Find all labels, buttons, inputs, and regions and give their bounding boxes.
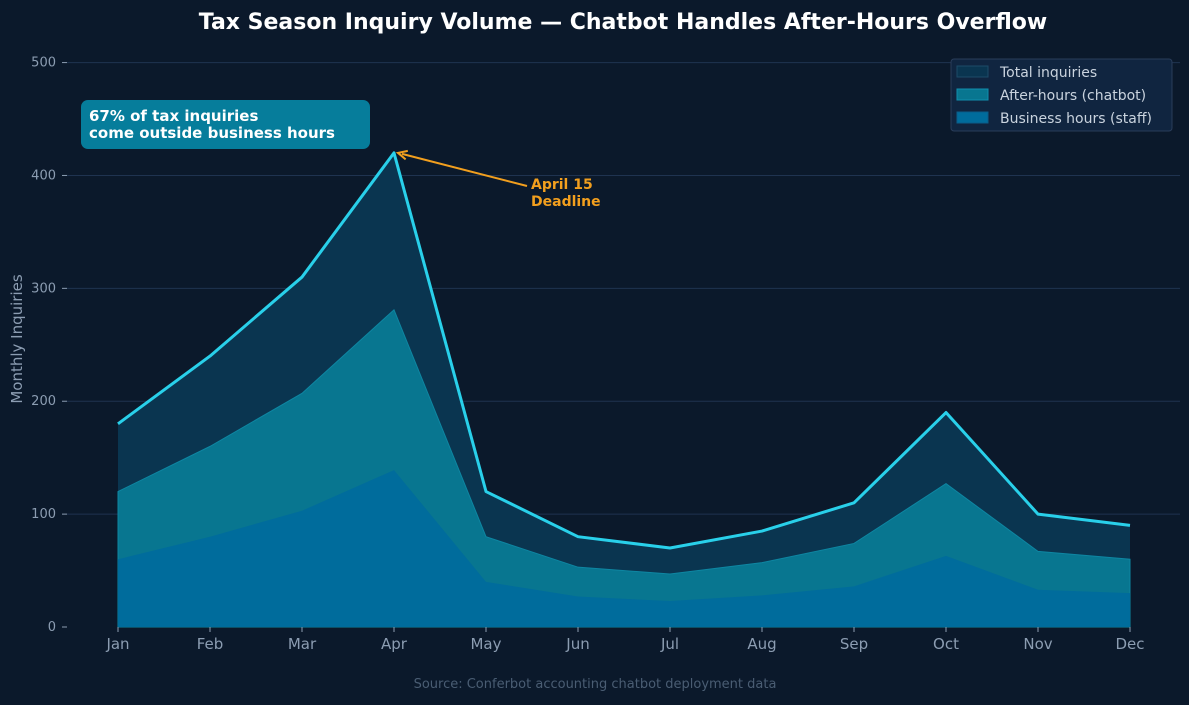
legend-swatch-total [956,65,989,78]
x-tick-label: Apr [381,635,408,653]
x-tick-label: Nov [1023,635,1052,653]
legend: Total inquiries After-hours (chatbot) Bu… [950,58,1173,132]
deadline-annotation: April 15 Deadline [395,149,601,210]
x-tick-label: Oct [933,635,959,653]
legend-frame [950,58,1173,132]
deadline-label-line-1: April 15 [531,177,593,193]
x-tick-label: Sep [840,635,868,653]
callout-line-1: 67% of tax inquiries [89,107,258,125]
x-tick-label: Jan [105,635,129,653]
x-tick-label: May [470,635,501,653]
legend-label-total: Total inquiries [999,65,1097,81]
deadline-arrow-head [395,149,409,161]
area-business-hours [118,470,1130,627]
deadline-arrow [401,152,528,187]
y-tick-label: 100 [31,507,56,522]
legend-swatch-business [956,111,989,124]
x-tick-label: Dec [1115,635,1144,653]
y-tick-label: 500 [31,56,56,71]
line-total-inquiries [117,151,1131,550]
x-tick-label: Mar [288,635,317,653]
y-tick-label: 400 [31,168,56,183]
area-layer [117,151,1131,628]
y-axis-label: Monthly Inquiries [8,274,26,404]
x-tick-label: Jun [565,635,589,653]
source-note: Source: Conferbot accounting chatbot dep… [414,677,777,692]
x-tick-label: Feb [197,635,224,653]
deadline-label-line-2: Deadline [531,194,601,210]
legend-label-after-hours: After-hours (chatbot) [1000,88,1146,104]
chart-title: Tax Season Inquiry Volume — Chatbot Hand… [199,10,1047,35]
x-tick-label: Jul [660,635,679,653]
y-tick-label: 0 [48,620,56,635]
callout-background [81,100,370,149]
legend-swatch-after-hours [956,88,989,101]
legend-label-business: Business hours (staff) [1000,111,1152,127]
callout-line-2: come outside business hours [89,124,335,142]
y-tick-label: 300 [31,281,56,296]
y-tick-label: 200 [31,394,56,409]
axis-layer: 0 100 200 300 400 500 Jan Feb Mar Apr May Jun Jul Aug… [31,56,1144,653]
x-tick-label: Aug [747,635,776,653]
callout-box: 67% of tax inquiries come outside busine… [81,100,370,149]
